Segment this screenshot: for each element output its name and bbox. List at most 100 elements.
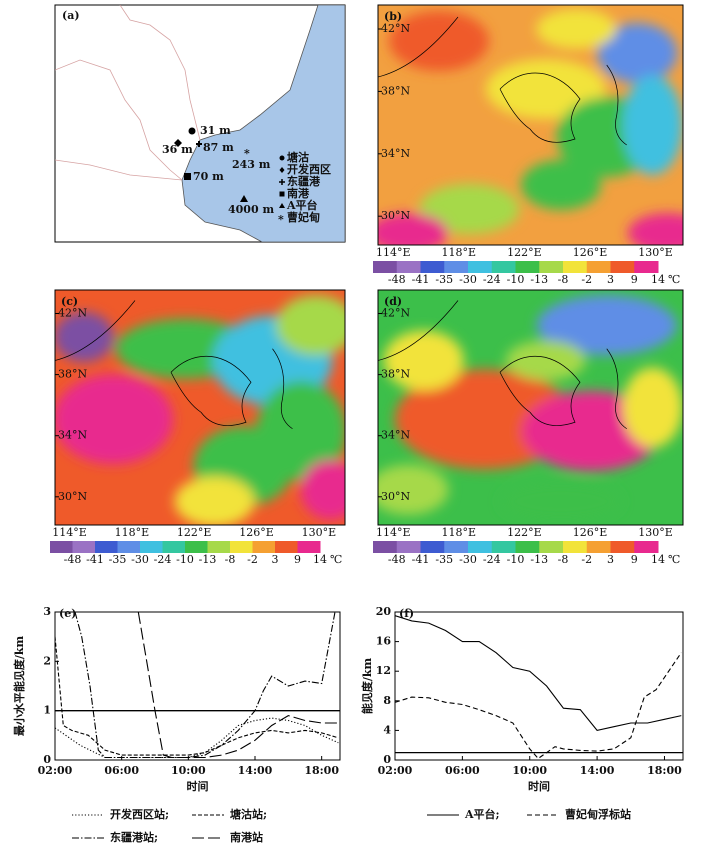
lon-label: 118°E xyxy=(442,526,477,539)
cloud-blob xyxy=(536,295,677,356)
colorbar-label: -24 xyxy=(154,553,172,566)
colorbar-label: 14 xyxy=(651,273,665,286)
panel-label: (e) xyxy=(59,607,76,620)
lon-label: 122°E xyxy=(507,246,542,259)
colorbar-segment xyxy=(117,541,141,553)
colorbar-label: -2 xyxy=(581,553,592,566)
series-line xyxy=(137,611,339,759)
plot-frame xyxy=(54,611,341,761)
colorbar-segment xyxy=(95,541,118,553)
colorbar-segment xyxy=(162,541,186,553)
colorbar-segment xyxy=(634,541,659,553)
plot-lines xyxy=(395,615,683,760)
colorbar-segment xyxy=(586,541,611,553)
colorbar-segment xyxy=(468,261,493,273)
y-tick-label: 20 xyxy=(376,605,392,618)
colorbar-label: -41 xyxy=(86,553,104,566)
y-tick-label: 1 xyxy=(43,704,51,717)
colorbar-label: 9 xyxy=(631,273,638,286)
legend-label: 塘沽 xyxy=(287,150,309,164)
lat-label: 30°N xyxy=(381,209,410,222)
colorbar-segment xyxy=(539,261,564,273)
colorbar-unit: ℃ xyxy=(668,553,680,566)
lon-label: 122°E xyxy=(177,526,212,539)
lat-label: 34°N xyxy=(58,429,87,442)
colorbar-segment xyxy=(207,541,231,553)
colorbar-label: 3 xyxy=(607,273,614,286)
cloud-blob xyxy=(419,184,520,234)
marker xyxy=(196,141,202,147)
lat-label: 38°N xyxy=(381,368,410,381)
lon-label: 130°E xyxy=(638,246,673,259)
height-label: 31 m xyxy=(200,124,231,137)
legend-label: 东疆港 xyxy=(287,174,321,188)
colorbar-segment xyxy=(373,541,398,553)
colorbar-label: -35 xyxy=(435,273,453,286)
series-line xyxy=(74,611,336,759)
colorbar-label: -10 xyxy=(507,273,525,286)
marker: * xyxy=(244,147,250,160)
lon-label: 114°E xyxy=(52,526,87,539)
legend-label: 开发西区 xyxy=(287,162,331,176)
colorbar-segment xyxy=(420,541,445,553)
cloud-blob xyxy=(378,213,449,245)
colorbar-segment xyxy=(275,541,298,553)
map-image xyxy=(378,290,683,525)
colorbar-label: 14 xyxy=(651,553,665,566)
colorbar-label: 9 xyxy=(631,553,638,566)
colorbar-segment xyxy=(539,541,564,553)
height-label: 70 m xyxy=(193,170,224,183)
coastline xyxy=(378,300,627,430)
lat-label: 42°N xyxy=(58,307,87,320)
colorbar-label: -48 xyxy=(388,553,406,566)
borders xyxy=(55,5,201,181)
coastline xyxy=(55,300,293,430)
lat-label: 34°N xyxy=(381,147,410,160)
colorbar-label: -30 xyxy=(459,553,477,566)
lon-label: 122°E xyxy=(507,526,542,539)
x-tick-label: 14:00 xyxy=(580,764,615,777)
colorbar-segment xyxy=(586,261,611,273)
lat-label: 38°N xyxy=(58,368,87,381)
panel-label: (d) xyxy=(384,295,402,308)
colorbar-label: -35 xyxy=(435,553,453,566)
map-frame xyxy=(54,289,346,526)
marker xyxy=(279,167,285,173)
cloud-blob xyxy=(55,312,114,362)
cloud-blob xyxy=(622,75,683,175)
lon-label: 118°E xyxy=(115,526,150,539)
cloud-blob xyxy=(378,464,449,515)
x-tick-label: 18:00 xyxy=(304,764,339,777)
colorbar-segment xyxy=(140,541,163,553)
map-image xyxy=(55,290,345,525)
map-frame xyxy=(377,289,684,526)
colorbar-segment xyxy=(230,541,253,553)
colorbar-label: -41 xyxy=(412,553,430,566)
x-tick-label: 18:00 xyxy=(647,764,682,777)
height-label: 36 m xyxy=(162,143,193,156)
lat-label: 30°N xyxy=(58,490,87,503)
cloud-blob xyxy=(174,476,255,525)
colorbar-segment xyxy=(297,541,321,553)
map-panel: (b)42°N 38°N 34°N 30°N 114°E 118°E 122°E 126°E 1… xyxy=(373,4,684,286)
colorbar-label: -13 xyxy=(530,273,548,286)
panel-label: (a) xyxy=(62,9,80,22)
legend-label: 曹妃甸浮标站 xyxy=(565,807,631,821)
colorbar-segment xyxy=(563,261,588,273)
y-axis-label: 最小水平能见度/km xyxy=(12,636,26,737)
marker xyxy=(279,155,285,161)
cloud-blob xyxy=(521,160,601,210)
x-tick-label: 06:00 xyxy=(104,764,139,777)
colorbar-segment xyxy=(50,541,73,553)
colorbar-segment xyxy=(563,541,588,553)
cloud-blob xyxy=(536,9,617,49)
lat-label: 42°N xyxy=(381,307,410,320)
x-axis-label: 时间 xyxy=(187,779,209,793)
legend-label: 曹妃甸 xyxy=(287,210,320,224)
colorbar-segment xyxy=(72,541,96,553)
cloud-blob xyxy=(597,23,678,83)
colorbar-segment xyxy=(491,541,516,553)
colorbar-segment xyxy=(396,541,421,553)
colorbar-segment xyxy=(444,541,469,553)
y-tick-label: 0 xyxy=(43,753,51,766)
